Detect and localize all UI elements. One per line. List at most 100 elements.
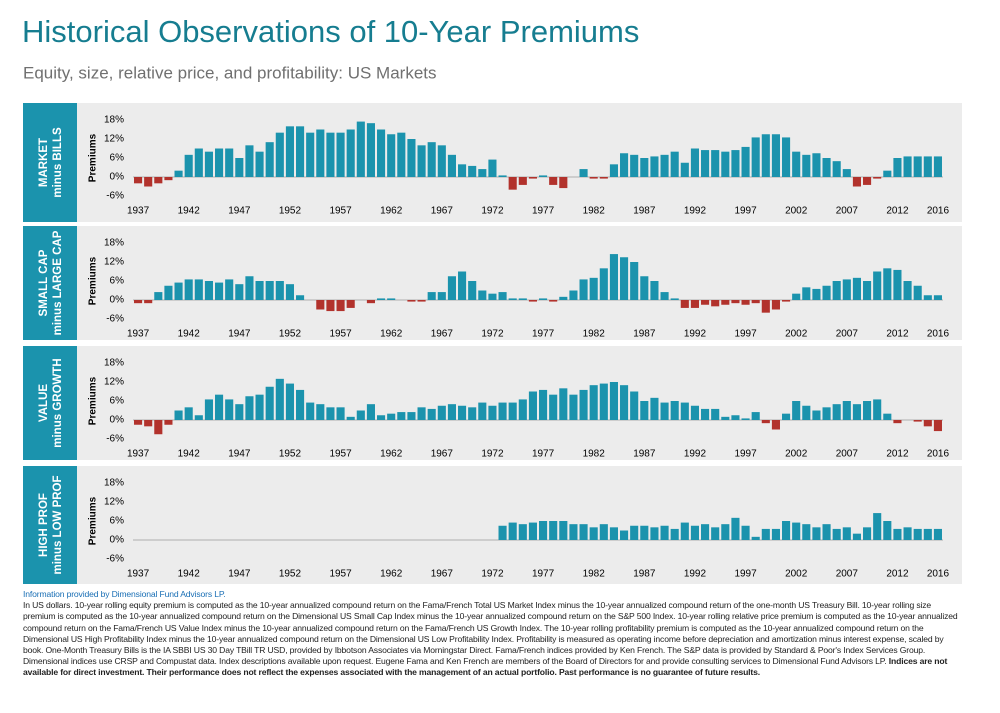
row-label: minus GROWTH [52, 358, 64, 447]
x-tick-label: 2002 [785, 449, 808, 460]
bar [265, 281, 274, 300]
bar [285, 284, 294, 300]
bar [650, 397, 659, 420]
x-tick-label: 1967 [431, 449, 454, 460]
y-tick-label: 12% [104, 134, 124, 145]
page-title: Historical Observations of 10-Year Premi… [22, 14, 639, 49]
bar [549, 300, 558, 302]
bar [782, 413, 791, 420]
bar [903, 281, 912, 300]
y-tick-label: 18% [104, 238, 124, 249]
bar [802, 524, 811, 540]
row-label-box [23, 466, 77, 584]
bar [670, 298, 679, 300]
bar [569, 524, 578, 540]
bar [832, 281, 841, 300]
x-tick-label: 1957 [329, 449, 352, 460]
bar [812, 527, 821, 540]
bar [690, 405, 699, 420]
bar [923, 156, 932, 177]
row-label-box [23, 226, 77, 340]
x-tick-label: 1972 [481, 569, 504, 580]
bar [478, 290, 487, 300]
bar [569, 394, 578, 420]
bar [630, 525, 639, 540]
bar [326, 132, 335, 177]
bar [306, 132, 315, 177]
bar [346, 416, 355, 420]
x-tick-label: 1962 [380, 329, 403, 340]
x-tick-label: 2007 [836, 569, 859, 580]
bar [792, 151, 801, 177]
bar [225, 279, 234, 300]
bar [559, 521, 568, 540]
bar [549, 177, 558, 185]
x-tick-label: 1962 [380, 449, 403, 460]
y-tick-label: 0% [110, 172, 125, 183]
bar [761, 528, 770, 540]
bar [711, 408, 720, 420]
bar [933, 420, 942, 432]
bar [620, 153, 629, 177]
bar [154, 292, 163, 300]
bar [792, 293, 801, 300]
x-tick-label: 2002 [785, 206, 808, 217]
row-label: HIGH PROF [38, 493, 50, 557]
x-tick-label: 2016 [927, 206, 950, 217]
row-label-box [23, 103, 77, 222]
bar [599, 383, 608, 420]
bar [690, 148, 699, 177]
bar [579, 524, 588, 540]
bar [164, 420, 173, 425]
x-tick-label: 1997 [734, 569, 757, 580]
bar [579, 389, 588, 420]
bar [873, 271, 882, 300]
y-tick-label: 12% [104, 377, 124, 388]
x-tick-label: 1982 [583, 206, 606, 217]
bar [518, 524, 527, 540]
bar [397, 412, 406, 420]
bar [458, 271, 467, 300]
page-subtitle: Equity, size, relative price, and profit… [23, 63, 437, 82]
bar [437, 145, 446, 177]
bar [194, 148, 203, 177]
bar [923, 420, 932, 427]
x-tick-label: 1992 [684, 569, 707, 580]
x-tick-label: 1942 [178, 449, 201, 460]
bar [468, 407, 477, 420]
bar [437, 405, 446, 420]
bar [528, 300, 537, 302]
bar [549, 394, 558, 420]
bar [174, 410, 183, 420]
bar [782, 521, 791, 540]
bar [731, 415, 740, 420]
bar [498, 175, 507, 177]
bar [447, 404, 456, 420]
bar [741, 300, 750, 305]
bar [640, 158, 649, 177]
bar [508, 298, 517, 300]
bar [599, 177, 608, 179]
bar [316, 129, 325, 177]
bar [296, 389, 305, 420]
x-tick-label: 2012 [886, 569, 909, 580]
y-tick-label: 18% [104, 478, 124, 489]
bar [377, 129, 386, 177]
bar [508, 522, 517, 540]
x-tick-label: 1937 [127, 449, 150, 460]
bar [498, 292, 507, 300]
bar [154, 420, 163, 435]
x-tick-label: 1947 [228, 449, 251, 460]
bar [285, 126, 294, 177]
x-tick-label: 1997 [734, 329, 757, 340]
y-tick-label: 6% [110, 396, 125, 407]
bar [782, 137, 791, 177]
bar [235, 404, 244, 420]
bar [447, 154, 456, 177]
bar [751, 137, 760, 177]
bar [660, 402, 669, 420]
bar [488, 159, 497, 177]
bar [346, 300, 355, 308]
x-tick-label: 1952 [279, 206, 302, 217]
bar [609, 382, 618, 420]
